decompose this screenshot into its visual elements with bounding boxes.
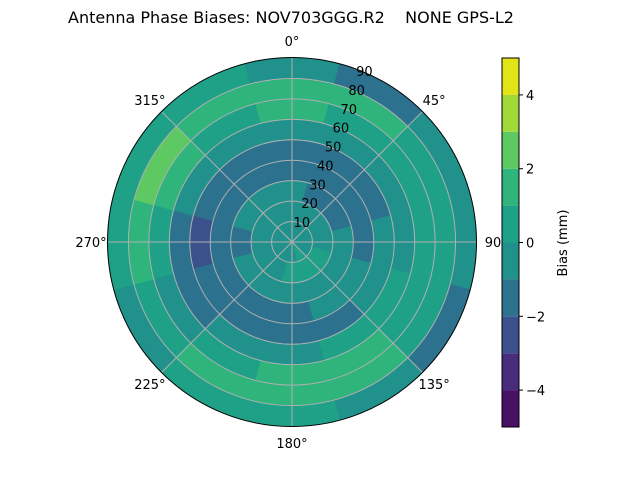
colorbar: −4 −2 0 2 4 bbox=[501, 57, 545, 428]
theta-gridline bbox=[161, 241, 293, 373]
chart-title: Antenna Phase Biases: NOV703GGG.R2 NONE … bbox=[68, 8, 514, 27]
theta-tick-labels: 0° 45° 90 135° 180° 225° 270° 315° bbox=[75, 35, 501, 452]
theta-tick-label: 270° bbox=[75, 236, 106, 251]
r-tick-label: 60 bbox=[333, 122, 350, 137]
theta-gridline bbox=[161, 111, 293, 243]
colorbar-segment bbox=[502, 390, 519, 427]
theta-tick-label: 315° bbox=[134, 94, 165, 109]
colorbar-segment bbox=[502, 168, 519, 206]
theta-gridline bbox=[291, 111, 423, 243]
colorbar-tick-label: 0 bbox=[526, 237, 534, 252]
theta-tick-label: 180° bbox=[276, 437, 307, 452]
r-tick-label: 70 bbox=[340, 103, 357, 118]
r-tick-label: 50 bbox=[325, 141, 342, 156]
polar-grid bbox=[108, 58, 476, 426]
colorbar-tick-label: 4 bbox=[526, 89, 534, 104]
theta-tick-label: 0° bbox=[285, 35, 300, 50]
colorbar-segment bbox=[502, 279, 519, 317]
theta-tick-label: 135° bbox=[418, 378, 449, 393]
colorbar-segment bbox=[502, 353, 519, 391]
colorbar-tick-label: −4 bbox=[526, 384, 545, 399]
colorbar-segment bbox=[502, 316, 519, 354]
colorbar-segment bbox=[502, 205, 519, 243]
theta-tick-label: 45° bbox=[423, 94, 446, 109]
r-tick-label: 80 bbox=[348, 84, 365, 99]
colorbar-segment bbox=[502, 94, 519, 132]
polar-frame bbox=[107, 57, 477, 427]
theta-tick-label: 225° bbox=[134, 378, 165, 393]
r-tick-label: 20 bbox=[301, 197, 318, 212]
r-tick-label: 30 bbox=[309, 178, 326, 193]
r-tick-label: 40 bbox=[317, 159, 334, 174]
theta-gridline bbox=[291, 241, 423, 373]
colorbar-tick-label: −2 bbox=[526, 310, 545, 325]
colorbar-segment bbox=[502, 58, 519, 95]
r-tick-label: 10 bbox=[294, 216, 311, 231]
colorbar-segment bbox=[502, 131, 519, 169]
r-tick-labels: 10 20 30 40 50 60 70 80 90 bbox=[294, 65, 373, 231]
theta-tick-label: 90 bbox=[485, 236, 502, 251]
colorbar-label: Bias (mm) bbox=[556, 210, 571, 277]
colorbar-segment bbox=[502, 242, 519, 280]
r-tick-label: 90 bbox=[356, 65, 373, 80]
colorbar-tick-label: 2 bbox=[526, 163, 534, 178]
